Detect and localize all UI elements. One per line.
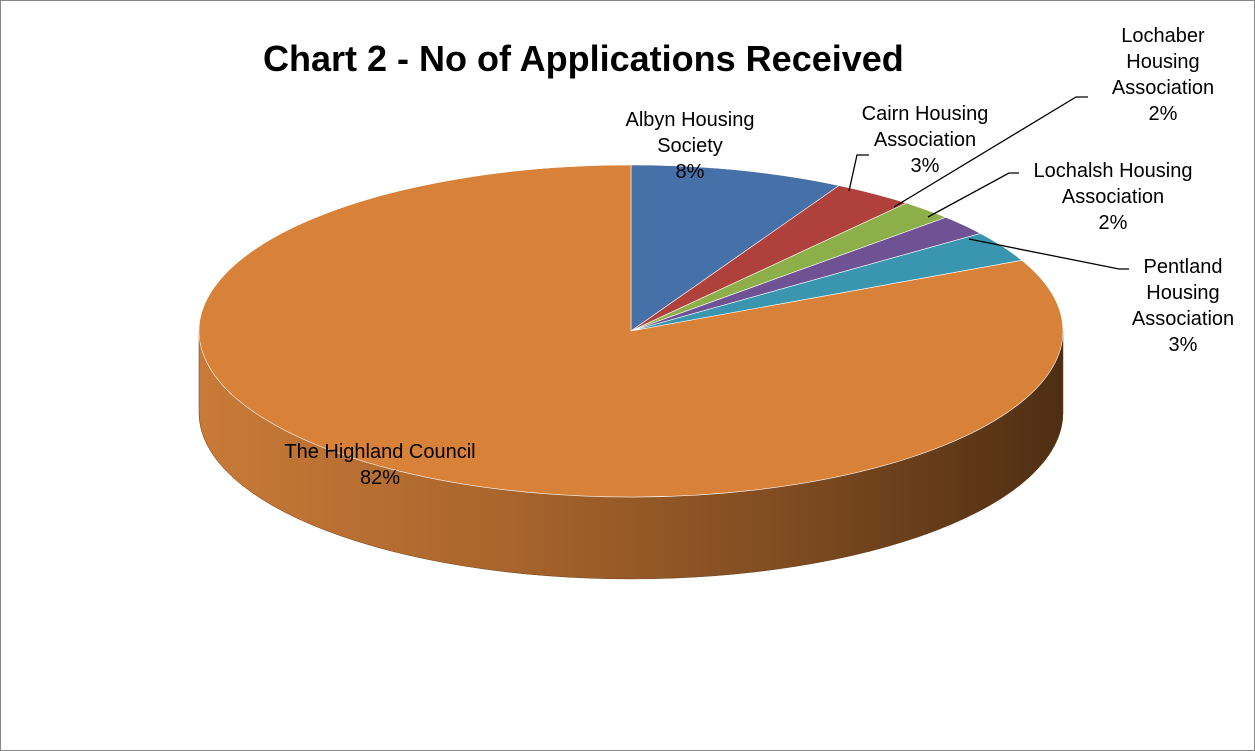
pie-top: [198, 164, 1064, 498]
leader-line-2: [893, 96, 1088, 208]
leader-line-3: [927, 172, 1019, 218]
slice-label-1: Cairn Housing Association 3%: [862, 103, 989, 177]
slice-label-0: Albyn Housing Society 8%: [626, 109, 755, 183]
slice-label-4: Pentland Housing Association 3%: [1132, 256, 1234, 356]
slice-label-2: Lochaber Housing Association 2%: [1112, 25, 1214, 125]
slice-labels: Albyn Housing Society 8% Cairn Housing Assoc…: [284, 25, 1234, 489]
slice-label-5: The Highland Council 82%: [284, 441, 475, 489]
leader-line-4: [968, 238, 1129, 270]
leader-line-1: [848, 154, 869, 192]
leader-lines: [848, 96, 1129, 270]
pie-slice-0: [630, 164, 840, 332]
chart-title: Chart 2 - No of Applications Received: [263, 38, 904, 79]
slice-label-3: Lochalsh Housing Association 2%: [1034, 160, 1193, 234]
pie-slice-5: [198, 164, 1064, 498]
